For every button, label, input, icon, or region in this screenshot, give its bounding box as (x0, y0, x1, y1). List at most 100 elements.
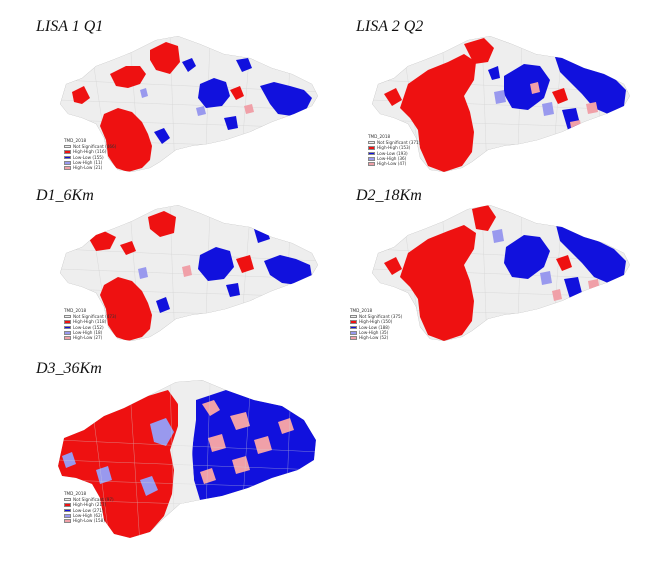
legend-swatch (64, 150, 71, 154)
legend-swatch (64, 336, 71, 340)
cluster-high-high (120, 241, 136, 255)
cluster-high-low (588, 279, 600, 293)
cluster-low-high (542, 102, 554, 116)
legend-label: Low-High (18) (73, 330, 103, 336)
legend-swatch (64, 166, 71, 170)
panel-lisa1: LISA 1 Q1 (0, 0, 340, 185)
legend-item: Low-High (62) (64, 513, 114, 518)
map-legend: TMD_2018 Not Significant (371) High-High… (368, 134, 420, 167)
cluster-high-high (100, 277, 152, 341)
cluster-high-low (586, 102, 598, 114)
cluster-low-low (564, 277, 582, 299)
cluster-low-low (556, 225, 626, 283)
panel-title: LISA 2 Q2 (356, 18, 424, 35)
legend-swatch (350, 325, 357, 330)
legend-item: Not Significant (371) (368, 140, 420, 145)
map-legend: TMD_2018 Not Significant (97) High-High … (64, 491, 114, 524)
legend-label: Low-Low (155) (73, 154, 104, 160)
cluster-low-low (198, 247, 234, 281)
legend-label: High-Low (158) (73, 518, 105, 524)
legend-label: Low-Low (271) (73, 507, 104, 513)
cluster-high-high (464, 38, 494, 64)
legend-label: High-High (118) (73, 319, 107, 325)
legend-label: Low-Low (193) (377, 150, 408, 156)
legend-swatch (64, 513, 71, 518)
panel-lisa2: LISA 2 Q2 (324, 0, 664, 185)
legend-label: High-High (116) (73, 149, 107, 155)
cluster-low-high (492, 229, 504, 243)
legend-item: Not Significant (466) (64, 144, 116, 149)
cluster-low-high (540, 271, 552, 285)
legend-swatch (64, 519, 71, 523)
legend-swatch (64, 314, 71, 319)
legend-swatch (368, 140, 375, 145)
cluster-low-low (156, 297, 170, 313)
legend-label: High-High (150) (359, 319, 393, 325)
legend-swatch (368, 151, 375, 156)
panel-title: D2_18Km (356, 187, 422, 204)
legend-swatch (64, 325, 71, 330)
cluster-high-low (530, 82, 540, 94)
legend-title: TMD_2018 (64, 308, 87, 313)
legend-label: Not Significant (371) (377, 139, 421, 145)
legend-item: Low-High (18) (64, 330, 116, 335)
cluster-high-high (472, 205, 496, 231)
legend-swatch (64, 330, 71, 335)
cluster-high-high (384, 88, 402, 106)
cluster-high-high (556, 255, 572, 271)
legend-label: High-High (217) (73, 502, 107, 508)
legend-swatch (368, 146, 375, 150)
cluster-low-low (224, 116, 238, 130)
legend-swatch (64, 155, 71, 160)
panel-title: D1_6Km (36, 187, 94, 204)
cluster-high-low (230, 412, 250, 430)
legend-title: TMD_2018 (64, 491, 87, 496)
legend-item: Not Significant (473) (64, 314, 116, 319)
cluster-high-high (150, 42, 180, 74)
panel-d2: D2_18Km (324, 185, 664, 360)
legend-item: High-High (118) (64, 319, 116, 324)
cluster-low-low (488, 66, 500, 80)
legend-swatch (64, 160, 71, 165)
legend-label: High-Low (47) (377, 161, 407, 167)
cluster-high-low (286, 291, 296, 303)
legend-label: High-Low (52) (359, 335, 389, 341)
legend-swatch (64, 503, 71, 507)
cluster-high-high (384, 257, 402, 275)
legend-label: Low-High (62) (73, 513, 103, 519)
choropleth-map (60, 36, 318, 172)
legend-item: High-Low (21) (64, 165, 116, 170)
legend-item: High-Low (27) (64, 335, 116, 340)
cluster-low-low (226, 283, 240, 297)
cluster-low-low (554, 54, 626, 114)
legend-item: High-High (153) (368, 145, 420, 150)
legend-swatch (368, 162, 375, 166)
legend-item: High-Low (47) (368, 161, 420, 166)
legend-swatch (64, 144, 71, 149)
cluster-low-low (504, 235, 550, 279)
legend-item: Low-Low (188) (350, 325, 402, 330)
legend-label: Low-Low (152) (73, 324, 104, 330)
legend-label: Low-High (35) (359, 330, 389, 336)
legend-swatch (350, 330, 357, 335)
panel-title: D3_36Km (36, 360, 102, 377)
cluster-high-low (552, 289, 562, 301)
cluster-high-low (182, 265, 192, 277)
cluster-low-high (96, 466, 112, 484)
cluster-high-high (148, 211, 176, 237)
cluster-high-low (244, 104, 254, 114)
legend-item: Not Significant (97) (64, 497, 114, 502)
cluster-high-low (278, 418, 294, 434)
legend-swatch (350, 320, 357, 324)
cluster-high-high (58, 390, 178, 538)
legend-item: Low-Low (271) (64, 508, 114, 513)
cluster-low-low (154, 128, 170, 144)
legend-swatch (350, 336, 357, 340)
legend-title: TMD_2018 (350, 308, 373, 313)
cluster-low-low (198, 78, 230, 108)
legend-item: High-High (116) (64, 149, 116, 154)
choropleth-map (60, 205, 318, 341)
map-legend: TMD_2018 Not Significant (466) High-High… (64, 138, 116, 171)
legend-label: Low-Low (188) (359, 324, 390, 330)
